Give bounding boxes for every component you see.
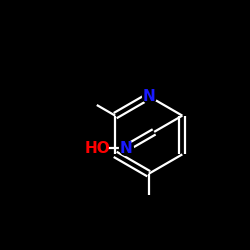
- Text: N: N: [120, 140, 132, 156]
- Text: N: N: [142, 89, 155, 104]
- Text: HO: HO: [84, 140, 110, 156]
